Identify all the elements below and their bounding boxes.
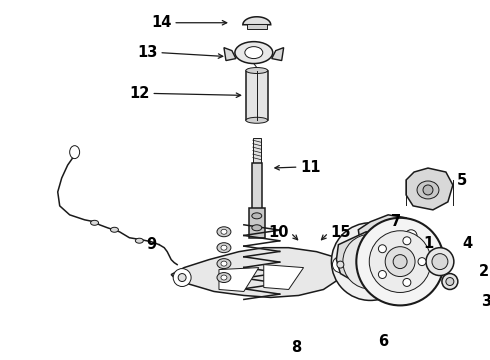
Ellipse shape (423, 185, 433, 195)
Bar (247, 24, 267, 29)
Ellipse shape (217, 258, 231, 269)
Polygon shape (406, 168, 453, 210)
Text: 6: 6 (378, 334, 388, 349)
Ellipse shape (378, 245, 387, 253)
Ellipse shape (178, 274, 186, 282)
Ellipse shape (217, 227, 231, 237)
Ellipse shape (331, 223, 409, 301)
Ellipse shape (110, 227, 119, 232)
Text: 15: 15 (330, 225, 351, 240)
Text: 11: 11 (300, 159, 321, 175)
Polygon shape (219, 267, 259, 292)
Ellipse shape (442, 274, 458, 289)
Ellipse shape (403, 237, 411, 245)
Text: 10: 10 (269, 225, 289, 240)
Polygon shape (358, 215, 413, 252)
Text: 9: 9 (146, 237, 156, 252)
Ellipse shape (356, 218, 444, 305)
Polygon shape (272, 48, 284, 60)
Text: 7: 7 (391, 214, 401, 229)
Ellipse shape (221, 245, 227, 250)
Polygon shape (224, 48, 236, 60)
Text: 5: 5 (457, 172, 467, 188)
Ellipse shape (235, 42, 273, 64)
Text: 14: 14 (151, 15, 171, 30)
Ellipse shape (221, 229, 227, 234)
Ellipse shape (332, 257, 348, 273)
Polygon shape (264, 265, 304, 289)
Text: 4: 4 (463, 236, 473, 251)
Ellipse shape (135, 238, 143, 243)
Ellipse shape (378, 270, 387, 279)
Ellipse shape (426, 248, 454, 275)
Ellipse shape (252, 225, 262, 231)
Ellipse shape (173, 269, 191, 287)
Text: 3: 3 (481, 294, 490, 309)
Text: 12: 12 (129, 86, 149, 101)
Ellipse shape (369, 231, 431, 292)
Bar (253, 138, 261, 163)
Ellipse shape (217, 273, 231, 283)
Ellipse shape (246, 117, 268, 123)
Text: 1: 1 (423, 236, 433, 251)
Polygon shape (337, 232, 380, 282)
Ellipse shape (221, 275, 227, 280)
Polygon shape (243, 17, 270, 25)
Ellipse shape (393, 255, 407, 269)
Ellipse shape (217, 243, 231, 253)
Ellipse shape (385, 247, 415, 276)
Ellipse shape (337, 261, 344, 268)
Bar (252, 163, 262, 218)
Bar (246, 71, 268, 120)
Polygon shape (171, 248, 343, 297)
Ellipse shape (405, 230, 417, 242)
Ellipse shape (446, 278, 454, 285)
Ellipse shape (417, 181, 439, 199)
Ellipse shape (343, 234, 397, 289)
Ellipse shape (432, 254, 448, 270)
Bar (249, 208, 265, 238)
Ellipse shape (418, 258, 426, 266)
Text: 8: 8 (292, 340, 302, 355)
Ellipse shape (403, 278, 411, 287)
Ellipse shape (91, 220, 98, 225)
Ellipse shape (221, 261, 227, 266)
Ellipse shape (246, 68, 268, 73)
Text: 2: 2 (479, 264, 489, 279)
Ellipse shape (70, 146, 79, 159)
Ellipse shape (245, 47, 263, 59)
Ellipse shape (252, 213, 262, 219)
Text: 13: 13 (137, 45, 157, 60)
